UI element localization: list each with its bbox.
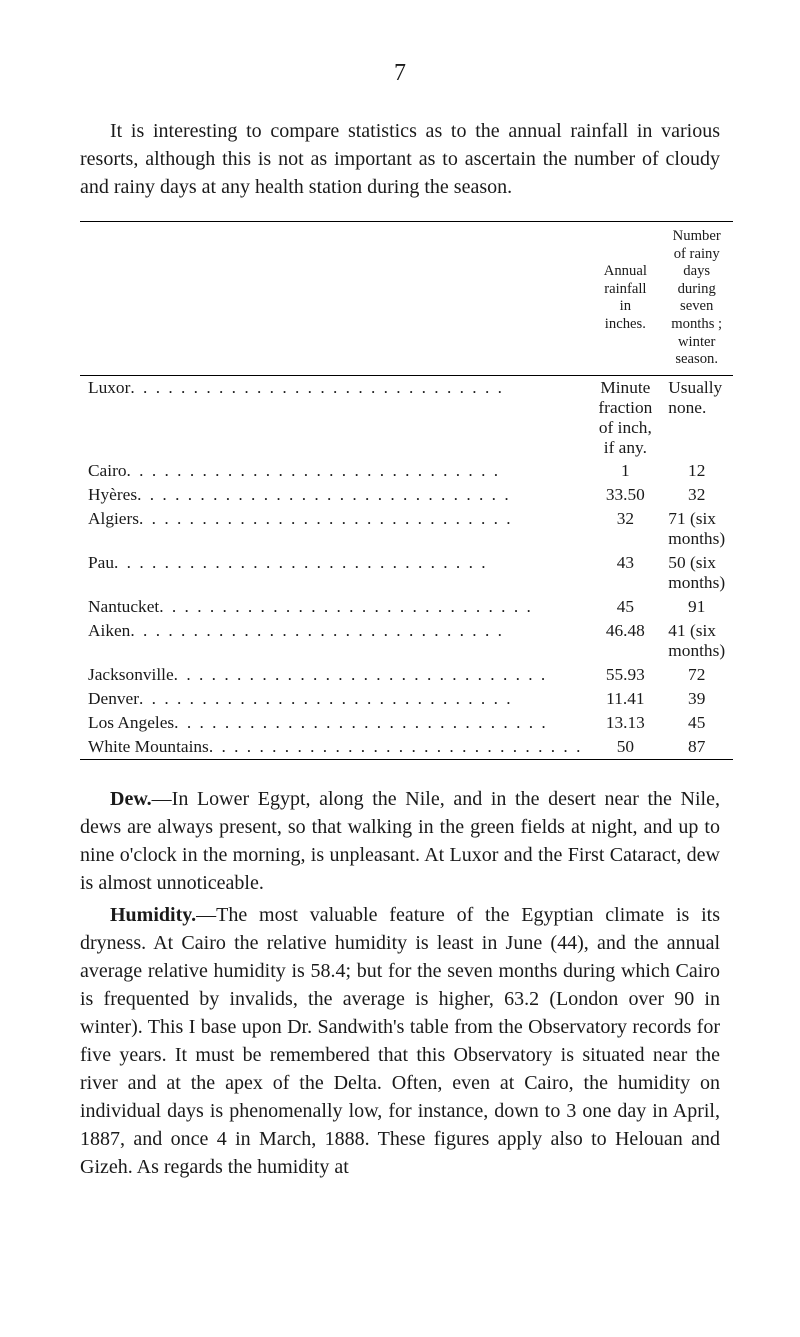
- cell-rainfall: 46.48: [590, 619, 660, 663]
- intro-paragraph: It is interesting to compare statistics …: [80, 117, 720, 201]
- rainfall-table: Annual rainfall in inches. Number of rai…: [80, 221, 733, 760]
- humidity-paragraph: Humidity.—The most valuable feature of t…: [80, 901, 720, 1181]
- cell-location: Nantucket: [80, 595, 590, 619]
- table-row: Aiken 46.48 41 (six months): [80, 619, 733, 663]
- cell-rainy: 87: [660, 735, 733, 760]
- intro-text-content: It is interesting to compare statistics …: [80, 120, 720, 198]
- cell-rainfall: 11.41: [590, 687, 660, 711]
- cell-rainy: 41 (six months): [660, 619, 733, 663]
- table-row: Los Angeles 13.13 45: [80, 711, 733, 735]
- location-text: Pau: [88, 553, 114, 572]
- table-header-location: [80, 222, 590, 376]
- cell-location: Pau: [80, 551, 590, 595]
- table-row: Jacksonville 55.93 72: [80, 663, 733, 687]
- cell-rainfall: 13.13: [590, 711, 660, 735]
- table-row: Algiers 32 71 (six months): [80, 507, 733, 551]
- cell-rainy: 45: [660, 711, 733, 735]
- cell-location: Los Angeles: [80, 711, 590, 735]
- cell-rainfall: 43: [590, 551, 660, 595]
- table-row: Nantucket 45 91: [80, 595, 733, 619]
- cell-rainy: Usually none.: [660, 375, 733, 459]
- cell-rainy: 39: [660, 687, 733, 711]
- table-row: Pau 43 50 (six months): [80, 551, 733, 595]
- rainfall-line2: of inch, if any.: [599, 418, 652, 457]
- location-text: White Mountains: [88, 737, 209, 756]
- humidity-text: —The most valuable feature of the Egypti…: [80, 904, 720, 1178]
- cell-rainy: 72: [660, 663, 733, 687]
- dew-paragraph: Dew.—In Lower Egypt, along the Nile, and…: [80, 785, 720, 897]
- humidity-heading: Humidity.: [110, 904, 196, 926]
- cell-rainfall: 55.93: [590, 663, 660, 687]
- cell-rainy: 91: [660, 595, 733, 619]
- cell-location: Algiers: [80, 507, 590, 551]
- cell-rainfall: Minute fractionof inch, if any.: [590, 375, 660, 459]
- location-text: Luxor: [88, 378, 130, 397]
- cell-location: Jacksonville: [80, 663, 590, 687]
- dew-heading: Dew.: [110, 788, 152, 810]
- cell-location: Luxor: [80, 375, 590, 459]
- cell-location: Hyères: [80, 483, 590, 507]
- cell-rainfall: 45: [590, 595, 660, 619]
- table-row: White Mountains 50 87: [80, 735, 733, 760]
- cell-rainfall: 50: [590, 735, 660, 760]
- table-header-rainy: Number of rainy days during seven months…: [660, 222, 733, 376]
- cell-rainfall: 32: [590, 507, 660, 551]
- table-row: Cairo 1 12: [80, 459, 733, 483]
- table-row: Denver 11.41 39: [80, 687, 733, 711]
- location-text: Los Angeles: [88, 713, 174, 732]
- page-container: 7 It is interesting to compare statistic…: [0, 0, 800, 1225]
- table-row: Luxor Minute fractionof inch, if any. Us…: [80, 375, 733, 459]
- location-text: Jacksonville: [88, 665, 174, 684]
- cell-location: Cairo: [80, 459, 590, 483]
- table-header-rainfall: Annual rainfall in inches.: [590, 222, 660, 376]
- cell-location: Denver: [80, 687, 590, 711]
- cell-location: White Mountains: [80, 735, 590, 760]
- location-text: Denver: [88, 689, 139, 708]
- cell-rainy: 12: [660, 459, 733, 483]
- location-text: Hyères: [88, 485, 137, 504]
- cell-location: Aiken: [80, 619, 590, 663]
- location-text: Cairo: [88, 461, 127, 480]
- cell-rainfall: 1: [590, 459, 660, 483]
- rainfall-line1: Minute fraction: [598, 378, 652, 417]
- cell-rainfall: 33.50: [590, 483, 660, 507]
- dew-text: —In Lower Egypt, along the Nile, and in …: [80, 788, 720, 894]
- location-text: Algiers: [88, 509, 139, 528]
- cell-rainy: 71 (six months): [660, 507, 733, 551]
- cell-rainy: 50 (six months): [660, 551, 733, 595]
- cell-rainy: 32: [660, 483, 733, 507]
- table-header-row: Annual rainfall in inches. Number of rai…: [80, 222, 733, 376]
- location-text: Nantucket: [88, 597, 159, 616]
- location-text: Aiken: [88, 621, 130, 640]
- page-number: 7: [80, 60, 720, 87]
- table-row: Hyères 33.50 32: [80, 483, 733, 507]
